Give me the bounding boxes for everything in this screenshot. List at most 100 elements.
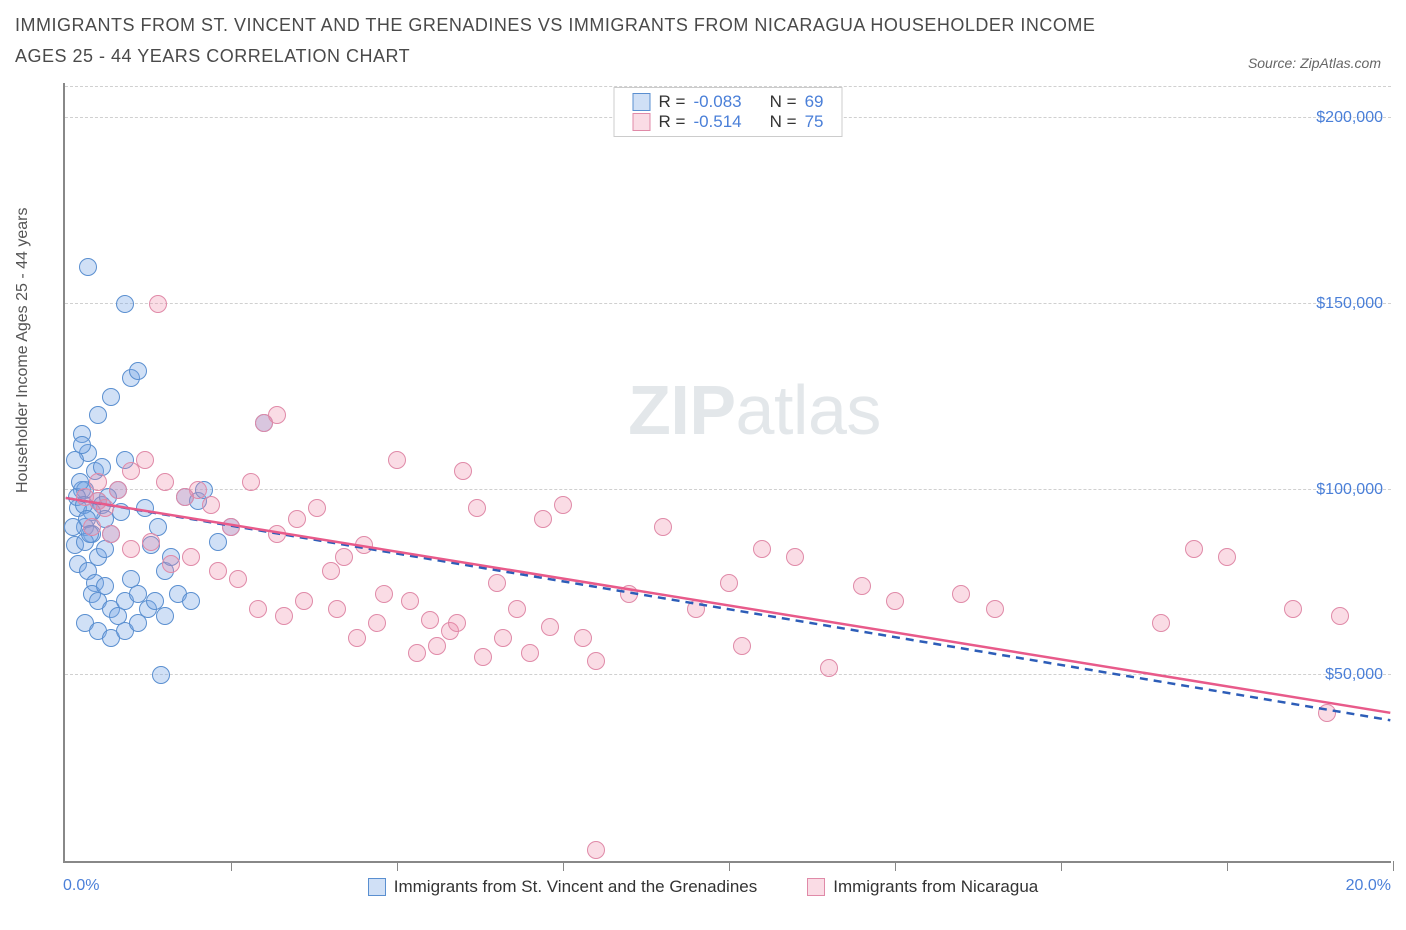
data-point [587,841,605,859]
data-point [229,570,247,588]
r-label: R = [659,92,686,112]
y-axis-label: $150,000 [1316,295,1383,313]
x-tick [1393,861,1394,871]
n-value: 75 [805,112,824,132]
data-point [136,499,154,517]
data-point [102,525,120,543]
chart-title: IMMIGRANTS FROM ST. VINCENT AND THE GREN… [15,10,1115,71]
data-point [1318,704,1336,722]
data-point [152,666,170,684]
data-point [335,548,353,566]
n-label: N = [770,92,797,112]
data-point [1152,614,1170,632]
series-name: Immigrants from Nicaragua [833,877,1038,897]
data-point [189,481,207,499]
data-point [202,496,220,514]
data-point [521,644,539,662]
x-tick [1227,861,1228,871]
data-point [733,637,751,655]
gridline [65,674,1391,675]
data-point [209,562,227,580]
data-point [368,614,386,632]
data-point [156,607,174,625]
watermark-bold: ZIP [628,371,735,449]
swatch-icon [633,113,651,131]
x-tick [729,861,730,871]
data-point [986,600,1004,618]
gridline [65,303,1391,304]
data-point [96,499,114,517]
gridline [65,489,1391,490]
data-point [454,462,472,480]
r-value: -0.514 [693,112,741,132]
data-point [508,600,526,618]
source-attribution: Source: ZipAtlas.com [1248,55,1391,71]
x-tick [563,861,564,871]
data-point [488,574,506,592]
legend-row-series-1: R = -0.083 N = 69 [633,92,824,112]
data-point [1218,548,1236,566]
data-point [73,436,91,454]
x-tick [231,861,232,871]
data-point [162,555,180,573]
data-point [142,533,160,551]
data-point [401,592,419,610]
data-point [375,585,393,603]
data-point [268,525,286,543]
data-point [421,611,439,629]
data-point [328,600,346,618]
y-axis-title: Householder Income Ages 25 - 44 years [14,208,32,494]
swatch-icon [807,878,825,896]
data-point [295,592,313,610]
data-point [149,295,167,313]
series-name: Immigrants from St. Vincent and the Gren… [394,877,757,897]
data-point [102,388,120,406]
data-point [268,406,286,424]
data-point [136,451,154,469]
y-axis-label: $200,000 [1316,109,1383,127]
regression-lines [65,83,1391,861]
data-point [574,629,592,647]
r-value: -0.083 [693,92,741,112]
data-point [494,629,512,647]
data-point [720,574,738,592]
data-point [182,548,200,566]
chart-container: Householder Income Ages 25 - 44 years R … [15,83,1391,903]
data-point [687,600,705,618]
data-point [222,518,240,536]
x-tick [397,861,398,871]
plot-area: R = -0.083 N = 69 R = -0.514 N = 75 ZIPa… [63,83,1391,863]
data-point [820,659,838,677]
data-point [554,496,572,514]
data-point [587,652,605,670]
data-point [448,614,466,632]
correlation-legend: R = -0.083 N = 69 R = -0.514 N = 75 [614,87,843,137]
data-point [428,637,446,655]
swatch-icon [368,878,386,896]
data-point [96,577,114,595]
legend-item-series-2: Immigrants from Nicaragua [807,877,1038,897]
r-label: R = [659,112,686,132]
x-tick [895,861,896,871]
data-point [388,451,406,469]
legend-row-series-2: R = -0.514 N = 75 [633,112,824,132]
data-point [79,258,97,276]
data-point [308,499,326,517]
data-point [474,648,492,666]
y-axis-label: $100,000 [1316,481,1383,499]
watermark: ZIPatlas [628,370,881,450]
data-point [275,607,293,625]
data-point [129,362,147,380]
data-point [534,510,552,528]
series-legend: Immigrants from St. Vincent and the Gren… [15,877,1391,897]
source-label: Source: [1248,55,1296,71]
data-point [952,585,970,603]
data-point [129,614,147,632]
x-tick [1061,861,1062,871]
data-point [786,548,804,566]
data-point [853,577,871,595]
data-point [886,592,904,610]
n-value: 69 [805,92,824,112]
data-point [1185,540,1203,558]
data-point [468,499,486,517]
